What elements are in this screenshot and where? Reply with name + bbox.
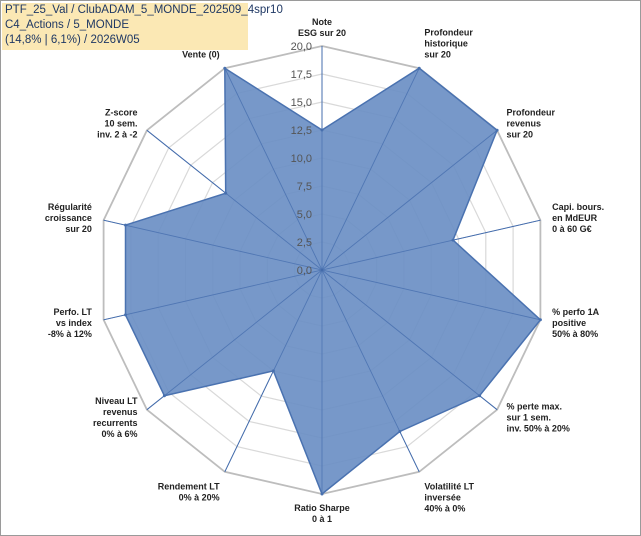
axis-label: Perfo. LT vs index -8% à 12% xyxy=(48,307,93,339)
axis-label-line: Perfo. LT xyxy=(54,307,93,317)
axis-label: Capi. bours. en MdEUR 0 à 60 G€ xyxy=(552,202,604,234)
axis-label-line: positive xyxy=(552,318,586,328)
axis-label-line: revenus xyxy=(507,118,542,128)
axis-label: % perfo 1A positive 50% à 80% xyxy=(552,307,600,339)
tick-label: 12,5 xyxy=(291,125,312,137)
axis-spoke-overlay xyxy=(321,269,420,472)
axis-spoke-overlay xyxy=(146,269,323,411)
axis-spoke-overlay xyxy=(103,269,323,321)
axis-label-line: sur 1 sem. xyxy=(507,413,552,423)
axis-label-line: ESG sur 20 xyxy=(298,28,346,38)
axis-label-line: Vente (0) xyxy=(182,49,220,59)
info-box: PTF_25_Val / ClubADAM_5_MONDE_202509_4sp… xyxy=(2,3,283,50)
tick-label: 2,5 xyxy=(297,237,312,249)
axis-label-line: 0% à 20% xyxy=(179,493,220,503)
axis-label-line: 0 à 1 xyxy=(312,514,332,524)
axis-label: Niveau LT revenus recurrents 0% à 6% xyxy=(93,396,138,439)
info-line-1: PTF_25_Val / ClubADAM_5_MONDE_202509_4sp… xyxy=(5,4,283,16)
tick-label: 20,0 xyxy=(291,41,312,53)
axis-label-line: en MdEUR xyxy=(552,213,598,223)
axis-label-line: Ratio Sharpe xyxy=(294,503,350,513)
axis-label-line: 10 sem. xyxy=(104,118,137,128)
tick-label: 0,0 xyxy=(297,265,312,277)
axis-spoke-overlay xyxy=(321,269,498,411)
axis-label-line: 0% à 6% xyxy=(101,429,137,439)
axis-label-line: Volatilité LT xyxy=(424,482,474,492)
axis-label-line: Niveau LT xyxy=(95,396,138,406)
axis-label-line: sur 20 xyxy=(507,129,534,139)
axis-label-line: 40% à 0% xyxy=(424,504,465,514)
axis-spoke-overlay xyxy=(224,269,323,472)
info-line-2: C4_Actions / 5_MONDE xyxy=(5,19,129,31)
axis-label: Volatilité LT inversée 40% à 0% xyxy=(424,482,474,514)
axis-label-line: -8% à 12% xyxy=(48,329,92,339)
axis-label: Z-score 10 sem. inv. 2 à -2 xyxy=(97,107,137,139)
radar-tick-labels: 0,0 2,5 5,0 7,5 10,0 12,5 15,0 17,5 20,0 xyxy=(291,41,312,277)
axis-label-line: inversée xyxy=(424,493,461,503)
axis-label-line: 50% à 80% xyxy=(552,329,598,339)
axis-label-line: inv. 2 à -2 xyxy=(97,129,137,139)
axis-label-line: revenus xyxy=(103,407,138,417)
axis-label: Note ESG sur 20 xyxy=(298,17,346,38)
tick-label: 10,0 xyxy=(291,153,312,165)
axis-label-line: sur 20 xyxy=(65,224,92,234)
axis-label-line: Note xyxy=(312,17,332,27)
tick-label: 5,0 xyxy=(297,209,312,221)
axis-spoke-overlay xyxy=(321,219,541,271)
tick-label: 7,5 xyxy=(297,181,312,193)
axis-label-line: sur 20 xyxy=(424,49,451,59)
axis-label-line: Capi. bours. xyxy=(552,202,604,212)
axis-label-line: recurrents xyxy=(93,418,138,428)
axis-spoke-overlay xyxy=(146,129,323,271)
axis-label-line: % perfo 1A xyxy=(552,307,600,317)
axis-spoke-overlay xyxy=(103,219,323,271)
axis-label-line: Rendement LT xyxy=(158,482,220,492)
axis-label-line: Z-score xyxy=(105,107,138,117)
axis-label: Ratio Sharpe 0 à 1 xyxy=(294,503,350,524)
axis-label-line: % perte max. xyxy=(507,402,563,412)
axis-spoke-overlay xyxy=(321,129,498,271)
info-line-3: (14,8% | 6,1%) / 2026W05 xyxy=(5,34,140,46)
axis-label-line: historique xyxy=(424,38,468,48)
axis-label-line: Régularité xyxy=(48,202,92,212)
axis-label-line: Profondeur xyxy=(507,107,556,117)
axis-spoke-overlay xyxy=(224,68,323,271)
axis-label-line: inv. 50% à 20% xyxy=(507,424,570,434)
axis-label-line: 0 à 60 G€ xyxy=(552,224,592,234)
axis-label: Rendement LT 0% à 20% xyxy=(158,482,220,503)
tick-label: 15,0 xyxy=(291,97,312,109)
axis-label: Profondeur historique sur 20 xyxy=(424,27,473,59)
axis-label: Profondeur revenus sur 20 xyxy=(507,107,556,139)
axis-spoke-overlay xyxy=(321,68,420,271)
tick-label: 17,5 xyxy=(291,69,312,81)
axis-spoke-overlay xyxy=(321,269,541,321)
axis-label-line: Profondeur xyxy=(424,27,473,37)
axis-label-line: croissance xyxy=(45,213,92,223)
axis-label: % perte max. sur 1 sem. inv. 50% à 20% xyxy=(507,402,570,434)
axis-label: Régularité croissance sur 20 xyxy=(45,202,92,234)
radar-series xyxy=(103,46,542,496)
axis-label-line: vs index xyxy=(56,318,92,328)
